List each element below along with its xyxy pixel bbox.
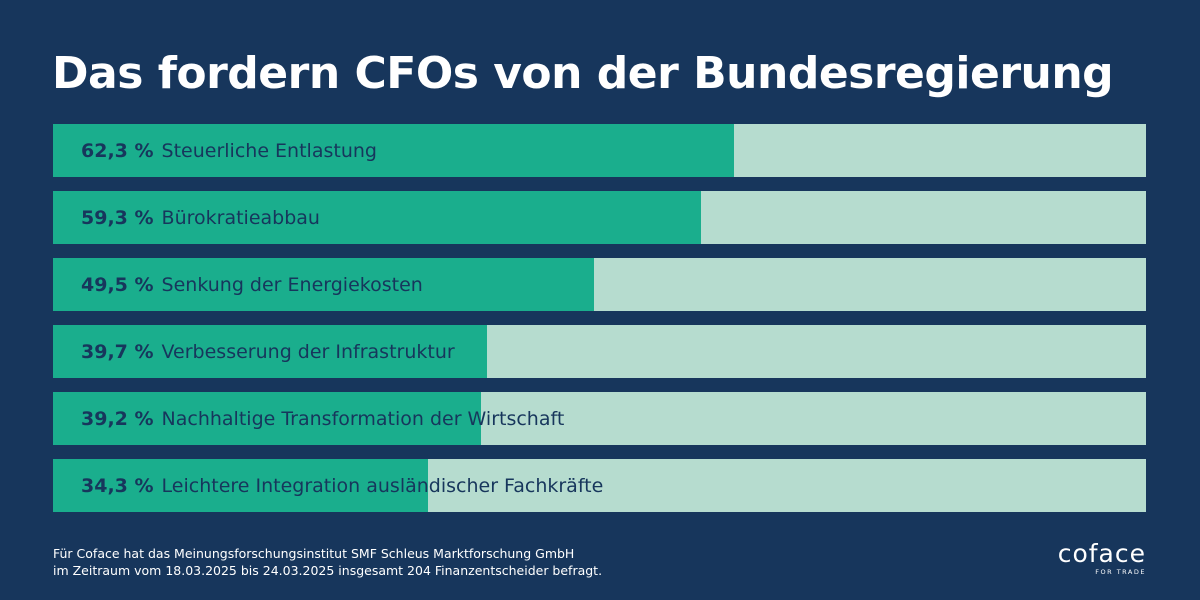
footnote-line-2: im Zeitraum vom 18.03.2025 bis 24.03.202… [53,563,603,578]
bar-fill [53,392,482,445]
bar-value-label: 34,3 % [81,474,154,497]
bar-row: 59,3 % Bürokratieabbau [53,191,1146,244]
bar-label: 49,5 % Senkung der Energiekosten [81,258,423,311]
bar-category-label: Senkung der Energiekosten [161,273,423,296]
bar-category-label: Leichtere Integration ausländischer Fach… [161,474,604,497]
bar-category-label: Bürokratieabbau [161,206,320,229]
bar-fill [53,124,734,177]
bar-fill [53,191,702,244]
bar-fill [53,325,487,378]
bar-category-label: Steuerliche Entlastung [161,139,377,162]
bar-category-label: Verbesserung der Infrastruktur [161,340,455,363]
bar-label: 34,3 % Leichtere Integration ausländische… [81,459,603,512]
bar-fill [53,258,595,311]
bar-value-label: 49,5 % [81,273,154,296]
footnote: Für Coface hat das Meinungsforschungsins… [53,545,602,579]
logo-tagline: FOR TRADE [1095,568,1146,576]
bar-row: 39,2 % Nachhaltige Transformation der Wir… [53,392,1146,445]
bar-row: 39,7 % Verbesserung der Infrastruktur [53,325,1146,378]
bar-label: 39,2 % Nachhaltige Transformation der Wir… [81,392,564,445]
bar-label: 39,7 % Verbesserung der Infrastruktur [81,325,455,378]
bar-chart: 62,3 % Steuerliche Entlastung 59,3 % Bürokr… [53,124,1146,526]
page-title: Das fordern CFOs von der Bundesregierung [52,48,1114,99]
bar-label: 59,3 % Bürokratieabbau [81,191,320,244]
bar-row: 34,3 % Leichtere Integration ausländische… [53,459,1146,512]
coface-logo: coface FOR TRADE [1057,539,1146,577]
bar-fill [53,459,428,512]
footnote-line-1: Für Coface hat das Meinungsforschungsins… [53,546,575,561]
logo-wordmark: coface [1057,539,1146,568]
bar-value-label: 59,3 % [81,206,154,229]
bar-category-label: Nachhaltige Transformation der Wirtschaf… [161,407,565,430]
bar-label: 62,3 % Steuerliche Entlastung [81,124,377,177]
bar-value-label: 62,3 % [81,139,154,162]
bar-row: 49,5 % Senkung der Energiekosten [53,258,1146,311]
bar-value-label: 39,7 % [81,340,154,363]
bar-row: 62,3 % Steuerliche Entlastung [53,124,1146,177]
bar-value-label: 39,2 % [81,407,154,430]
